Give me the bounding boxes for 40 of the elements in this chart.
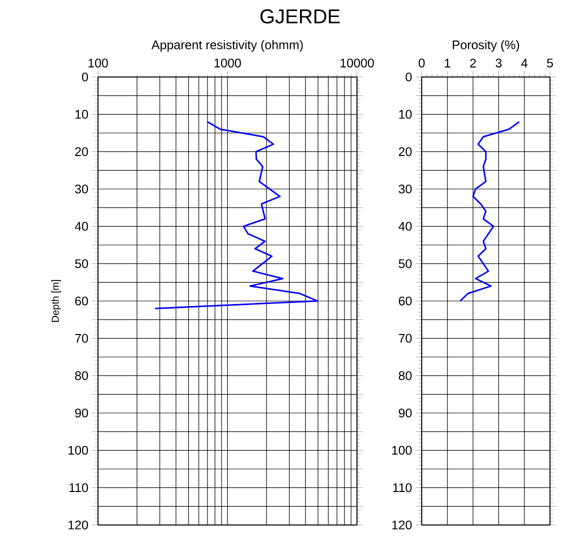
chart-title: GJERDE [260, 9, 340, 24]
y-tick-label: 10 [76, 110, 88, 119]
y-tick-label: 60 [75, 296, 88, 306]
x-tick-label: 1000 [214, 58, 241, 68]
x-tick-label: 10000 [340, 58, 374, 68]
y-tick-label: 10 [399, 110, 412, 119]
y-tick-label: 80 [398, 371, 412, 380]
y-tick-label: 120 [392, 520, 412, 530]
y-tick-label: 20 [398, 147, 412, 156]
x-tick-label: 1 [444, 58, 450, 68]
y-tick-label: 110 [393, 483, 412, 492]
y-tick-label: 80 [75, 371, 88, 380]
y-tick-label: 110 [70, 483, 88, 492]
line-series [459, 121, 520, 302]
x-tick-label: 0 [418, 58, 425, 68]
y-axis-title: Depth [m] [51, 280, 61, 322]
x-tick-label: 2 [470, 58, 476, 68]
y-tick-label: 30 [398, 184, 412, 194]
x-tick-label: 3 [496, 58, 502, 68]
y-tick-label: 60 [398, 296, 412, 306]
y-tick-label: 70 [75, 334, 88, 343]
x-tick-label: 5 [547, 58, 553, 68]
y-tick-label: 90 [75, 408, 88, 418]
y-tick-label: 100 [68, 446, 88, 455]
y-tick-label: 40 [74, 222, 88, 231]
x-axis-title: Porosity (%) [452, 40, 520, 52]
y-tick-label: 30 [75, 184, 88, 194]
y-tick-label: 70 [398, 334, 412, 343]
y-tick-label: 0 [82, 72, 88, 82]
x-axis-title: Apparent resistivity (ohmm) [151, 40, 303, 52]
y-tick-label: 0 [406, 72, 412, 82]
y-tick-label: 50 [398, 259, 412, 268]
y-tick-label: 90 [398, 408, 412, 418]
x-tick-label: 4 [521, 58, 528, 68]
y-tick-label: 50 [75, 259, 88, 268]
y-tick-label: 20 [75, 147, 88, 156]
y-tick-label: 120 [68, 520, 88, 530]
y-tick-label: 100 [392, 446, 412, 455]
y-tick-label: 40 [398, 222, 412, 231]
x-tick-label: 100 [88, 58, 108, 68]
